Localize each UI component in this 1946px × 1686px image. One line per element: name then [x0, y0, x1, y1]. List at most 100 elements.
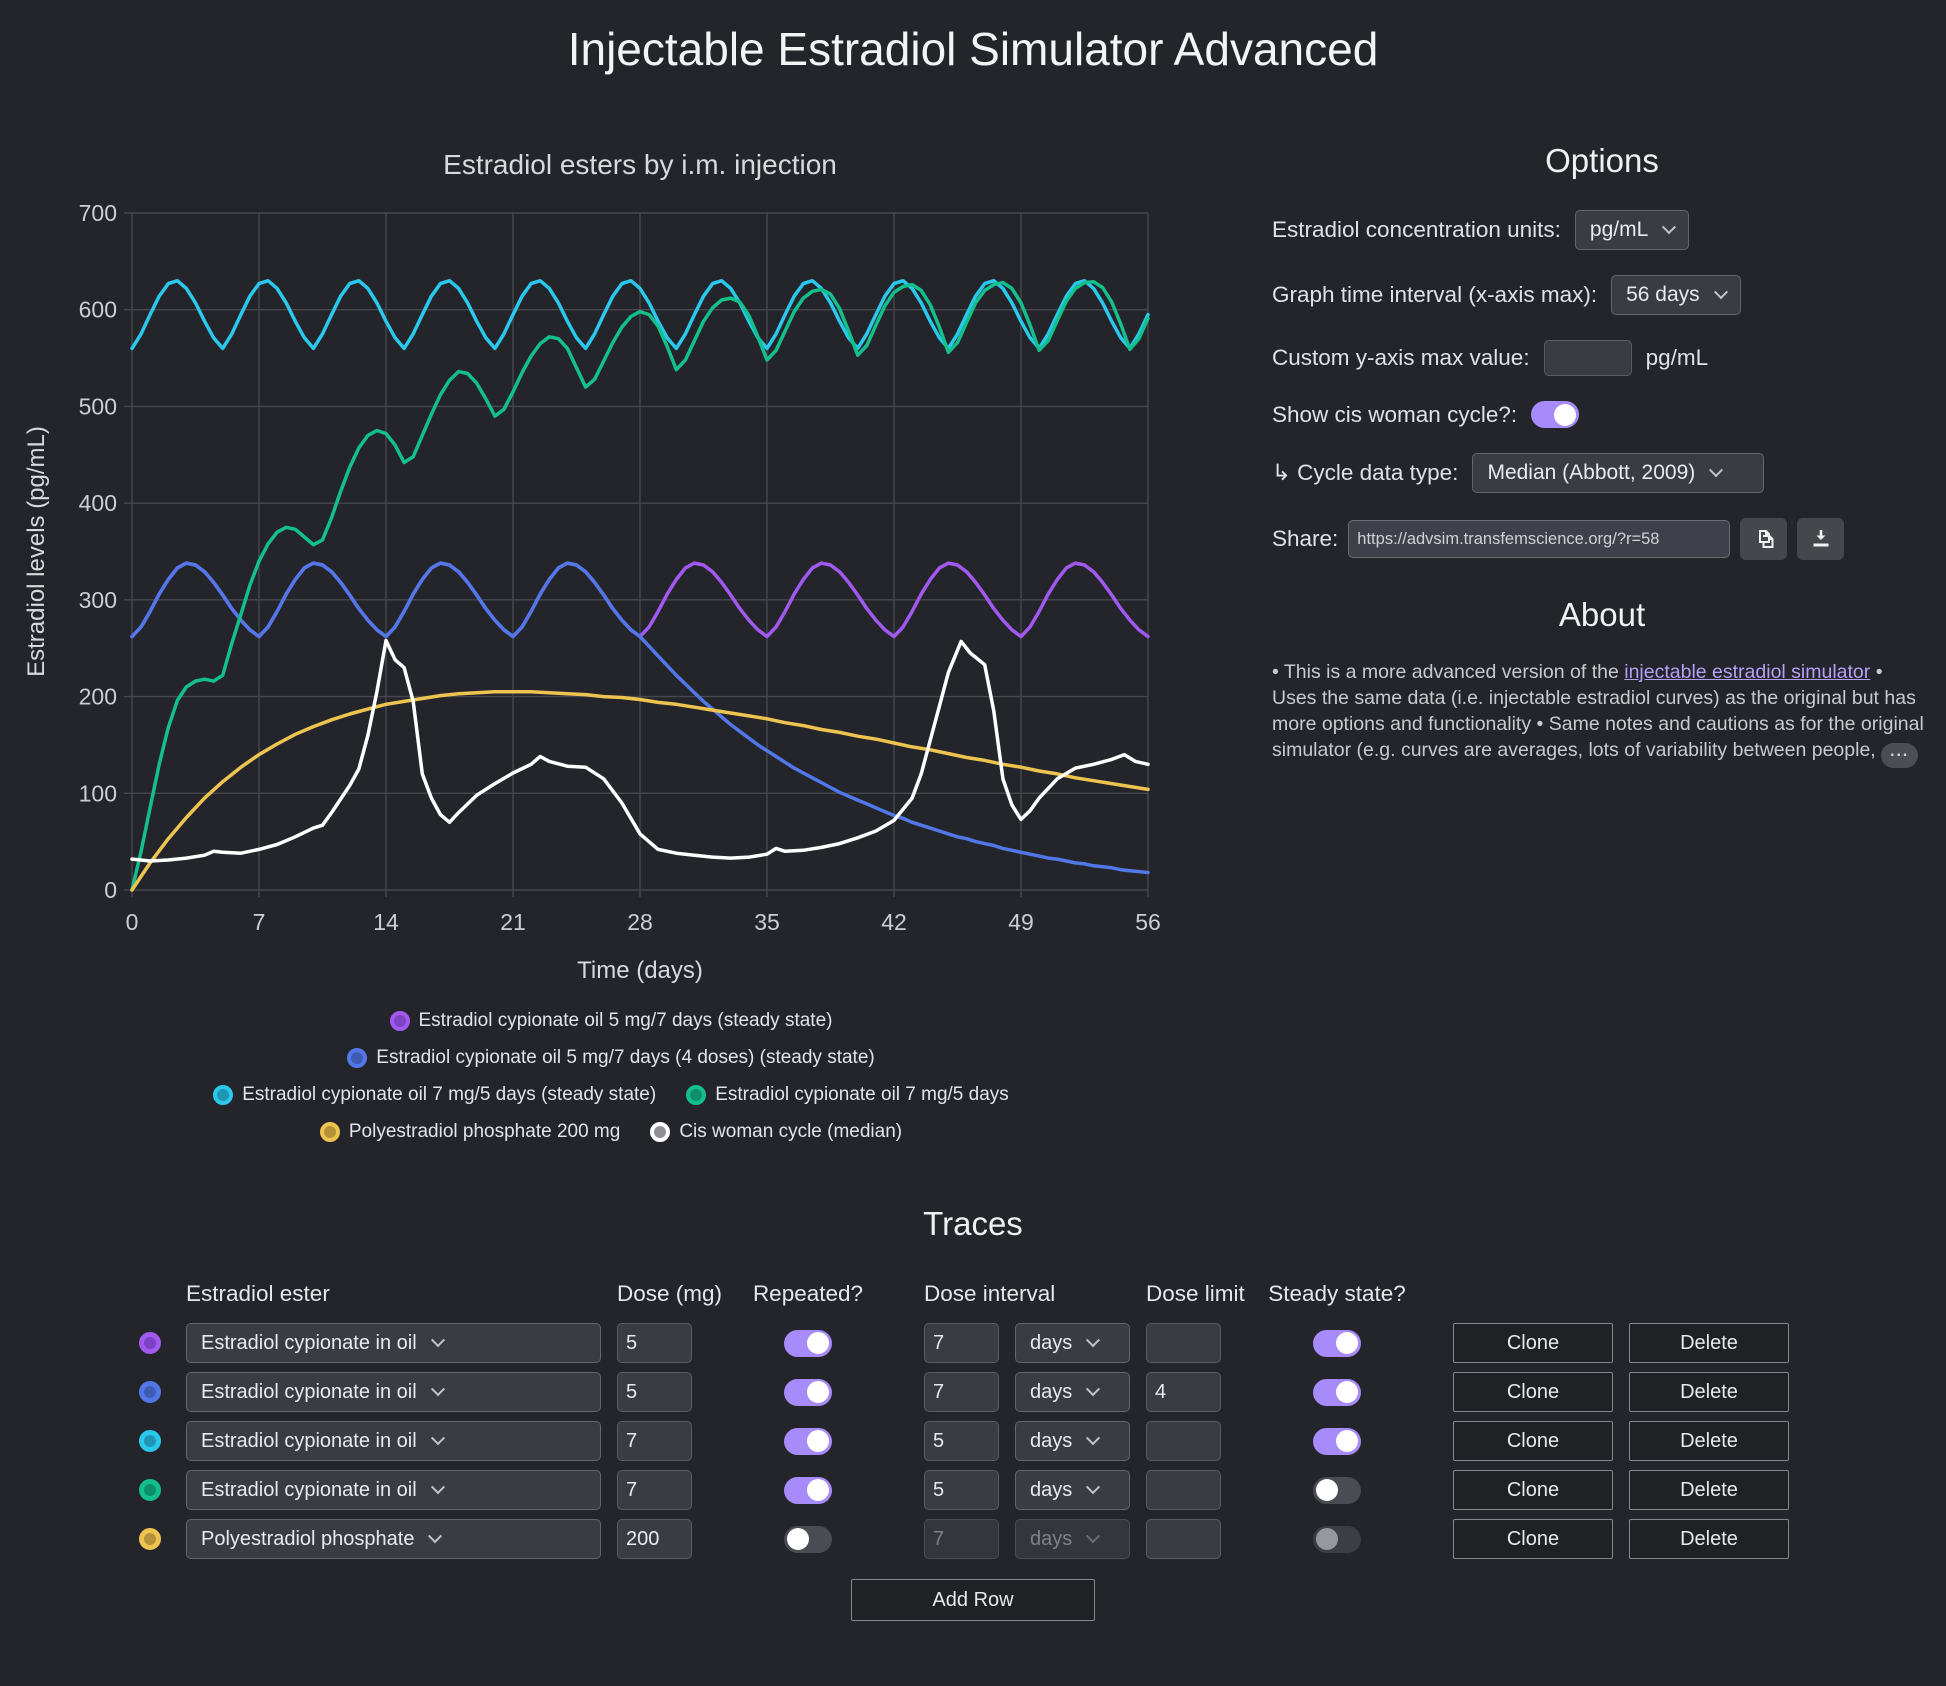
dose-interval-input[interactable]: [924, 1421, 999, 1461]
share-url-input[interactable]: [1348, 520, 1731, 558]
delete-button[interactable]: Delete: [1629, 1372, 1789, 1412]
trace-row: Estradiol cypionate in oil days Clone De…: [130, 1372, 1946, 1412]
dose-interval-input[interactable]: [924, 1470, 999, 1510]
traces-table-body: Estradiol cypionate in oil days Clone De…: [0, 1323, 1946, 1559]
ester-select[interactable]: Polyestradiol phosphate: [186, 1519, 601, 1559]
clone-button[interactable]: Clone: [1453, 1519, 1613, 1559]
clone-button[interactable]: Clone: [1453, 1421, 1613, 1461]
svg-text:100: 100: [79, 780, 117, 806]
legend-dot-icon: [319, 1121, 340, 1142]
delete-button[interactable]: Delete: [1629, 1470, 1789, 1510]
interval-unit-select[interactable]: days: [1015, 1421, 1130, 1461]
repeated-toggle[interactable]: [784, 1427, 832, 1455]
copy-share-url-button[interactable]: [1740, 518, 1788, 560]
repeated-toggle[interactable]: [784, 1329, 832, 1357]
clone-button[interactable]: Clone: [1453, 1372, 1613, 1412]
steady-state-toggle[interactable]: [1313, 1329, 1361, 1357]
download-image-button[interactable]: [1797, 518, 1845, 560]
dose-input[interactable]: [617, 1372, 692, 1412]
svg-text:49: 49: [1008, 909, 1034, 935]
ester-select[interactable]: Estradiol cypionate in oil: [186, 1421, 601, 1461]
col-header-steady-state: Steady state?: [1268, 1281, 1406, 1306]
legend-dot-icon: [686, 1084, 707, 1105]
dose-limit-input[interactable]: [1146, 1372, 1221, 1412]
legend-label: Estradiol cypionate oil 7 mg/5 days: [715, 1083, 1009, 1105]
units-select[interactable]: pg/mL: [1574, 210, 1690, 250]
ester-select[interactable]: Estradiol cypionate in oil: [186, 1470, 601, 1510]
interval-unit-select[interactable]: days: [1015, 1372, 1130, 1412]
ester-select[interactable]: Estradiol cypionate in oil: [186, 1323, 601, 1363]
svg-text:21: 21: [500, 909, 526, 935]
legend-dot-icon: [650, 1121, 671, 1142]
add-row-button[interactable]: Add Row: [851, 1579, 1095, 1621]
estradiol-chart[interactable]: 0 7 14 21 28 35 42 49 56 0 100 200 300 400 500 600 700 Es…: [16, 130, 1206, 1015]
clone-button[interactable]: Clone: [1453, 1323, 1613, 1363]
steady-state-toggle[interactable]: [1313, 1476, 1361, 1504]
injectable-estradiol-simulator-link[interactable]: injectable estradiol simulator: [1624, 661, 1871, 683]
trace-color-dot: [139, 1430, 161, 1452]
dose-input[interactable]: [617, 1421, 692, 1461]
dose-limit-input[interactable]: [1146, 1421, 1221, 1461]
expand-about-button[interactable]: ···: [1881, 742, 1919, 768]
custom-ymax-row: Custom y-axis max value: pg/mL: [1272, 340, 1932, 376]
interval-unit-select[interactable]: days: [1015, 1323, 1130, 1363]
chart-legend: Estradiol cypionate oil 5 mg/7 days (ste…: [16, 1002, 1206, 1150]
steady-state-toggle[interactable]: [1313, 1427, 1361, 1455]
trace-row: Estradiol cypionate in oil days Clone De…: [130, 1421, 1946, 1461]
share-label: Share:: [1272, 526, 1339, 551]
delete-button[interactable]: Delete: [1629, 1519, 1789, 1559]
legend-item[interactable]: Estradiol cypionate oil 5 mg/7 days (ste…: [389, 1009, 833, 1032]
ester-select[interactable]: Estradiol cypionate in oil: [186, 1372, 601, 1412]
svg-text:0: 0: [104, 877, 117, 903]
dose-input[interactable]: [617, 1470, 692, 1510]
dose-input[interactable]: [617, 1323, 692, 1363]
legend-label: Polyestradiol phosphate 200 mg: [348, 1120, 621, 1142]
cycle-data-type-select[interactable]: Median (Abbott, 2009): [1472, 453, 1765, 493]
legend-item[interactable]: Polyestradiol phosphate 200 mg: [319, 1120, 621, 1143]
dose-input[interactable]: [617, 1519, 692, 1559]
svg-text:200: 200: [79, 684, 117, 710]
dose-limit-input[interactable]: [1146, 1519, 1221, 1559]
about-section: About • This is a more advanced version …: [1272, 596, 1932, 768]
dose-limit-input[interactable]: [1146, 1323, 1221, 1363]
dose-interval-input[interactable]: [924, 1372, 999, 1412]
delete-button[interactable]: Delete: [1629, 1421, 1789, 1461]
legend-label: Estradiol cypionate oil 5 mg/7 days (4 d…: [376, 1046, 875, 1068]
show-cycle-label: Show cis woman cycle?:: [1272, 401, 1518, 427]
legend-label: Cis woman cycle (median): [679, 1120, 903, 1142]
dose-interval-input[interactable]: [924, 1519, 999, 1559]
svg-text:Time (days): Time (days): [577, 957, 703, 984]
legend-item[interactable]: Estradiol cypionate oil 7 mg/5 days (ste…: [213, 1084, 656, 1106]
svg-text:400: 400: [79, 490, 117, 516]
chevron-down-icon: [1086, 1382, 1101, 1397]
copy-icon: [1758, 530, 1774, 548]
legend-item[interactable]: Estradiol cypionate oil 5 mg/7 days (4 d…: [347, 1046, 875, 1069]
legend-label: Estradiol cypionate oil 7 mg/5 days (ste…: [242, 1083, 657, 1105]
chevron-down-icon: [430, 1382, 445, 1397]
col-header-dose-interval: Dose interval: [924, 1281, 1056, 1306]
legend-item[interactable]: Estradiol cypionate oil 7 mg/5 days: [686, 1084, 1009, 1106]
trace-color-dot: [139, 1332, 161, 1354]
svg-text:Estradiol levels (pg/mL): Estradiol levels (pg/mL): [23, 426, 50, 677]
delete-button[interactable]: Delete: [1629, 1323, 1789, 1363]
units-label: Estradiol concentration units:: [1272, 217, 1561, 242]
dose-interval-input[interactable]: [924, 1323, 999, 1363]
repeated-toggle[interactable]: [784, 1378, 832, 1406]
clone-button[interactable]: Clone: [1453, 1470, 1613, 1510]
steady-state-toggle[interactable]: [1313, 1525, 1361, 1553]
interval-unit-select[interactable]: days: [1015, 1470, 1130, 1510]
options-panel: Options Estradiol concentration units: p…: [1272, 142, 1932, 768]
dose-limit-input[interactable]: [1146, 1470, 1221, 1510]
interval-unit-select[interactable]: days: [1015, 1519, 1130, 1559]
chevron-down-icon: [1086, 1480, 1101, 1495]
legend-item[interactable]: Cis woman cycle (median): [650, 1121, 902, 1143]
repeated-toggle[interactable]: [784, 1525, 832, 1553]
trace-row: Estradiol cypionate in oil days Clone De…: [130, 1470, 1946, 1510]
time-interval-select[interactable]: 56 days: [1611, 275, 1741, 315]
show-cycle-toggle[interactable]: [1531, 401, 1580, 428]
steady-state-toggle[interactable]: [1313, 1378, 1361, 1406]
svg-text:56: 56: [1135, 909, 1161, 935]
custom-ymax-input[interactable]: [1543, 340, 1632, 376]
legend-label: Estradiol cypionate oil 5 mg/7 days (ste…: [418, 1009, 833, 1031]
repeated-toggle[interactable]: [784, 1476, 832, 1504]
